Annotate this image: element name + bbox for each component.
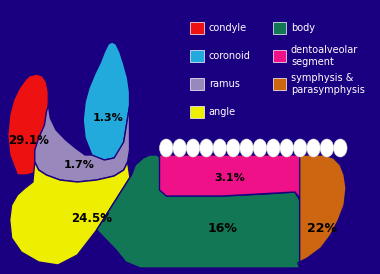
Ellipse shape — [240, 139, 253, 157]
Text: 29.1%: 29.1% — [9, 133, 49, 147]
Ellipse shape — [226, 139, 240, 157]
Polygon shape — [160, 155, 300, 198]
Text: ramus: ramus — [209, 79, 240, 89]
Bar — [190, 78, 204, 90]
Text: symphysis &
parasymphysis: symphysis & parasymphysis — [291, 73, 365, 95]
Ellipse shape — [173, 139, 187, 157]
Bar — [190, 106, 204, 118]
Ellipse shape — [267, 139, 280, 157]
Text: 22%: 22% — [307, 221, 337, 235]
Ellipse shape — [186, 139, 200, 157]
Bar — [190, 50, 204, 62]
Text: 3.1%: 3.1% — [215, 173, 245, 183]
Ellipse shape — [200, 139, 213, 157]
Polygon shape — [35, 105, 130, 182]
Ellipse shape — [293, 139, 307, 157]
Ellipse shape — [334, 139, 347, 157]
Ellipse shape — [307, 139, 320, 157]
Ellipse shape — [280, 139, 293, 157]
Text: dentoalveolar
segment: dentoalveolar segment — [291, 45, 358, 67]
Bar — [272, 22, 286, 34]
Text: 16%: 16% — [207, 221, 237, 235]
Polygon shape — [97, 155, 300, 268]
Bar — [272, 50, 286, 62]
Polygon shape — [298, 155, 346, 268]
Text: coronoid: coronoid — [209, 51, 251, 61]
Ellipse shape — [253, 139, 267, 157]
Text: 1.3%: 1.3% — [93, 113, 124, 123]
Polygon shape — [10, 155, 174, 265]
Ellipse shape — [160, 139, 173, 157]
Text: body: body — [291, 23, 315, 33]
Text: 24.5%: 24.5% — [71, 212, 112, 224]
Text: condyle: condyle — [209, 23, 247, 33]
Text: angle: angle — [209, 107, 236, 117]
Polygon shape — [8, 74, 58, 175]
Ellipse shape — [320, 139, 334, 157]
Text: 1.7%: 1.7% — [64, 160, 95, 170]
Polygon shape — [83, 42, 130, 160]
Bar — [272, 78, 286, 90]
Bar — [190, 22, 204, 34]
Ellipse shape — [213, 139, 226, 157]
